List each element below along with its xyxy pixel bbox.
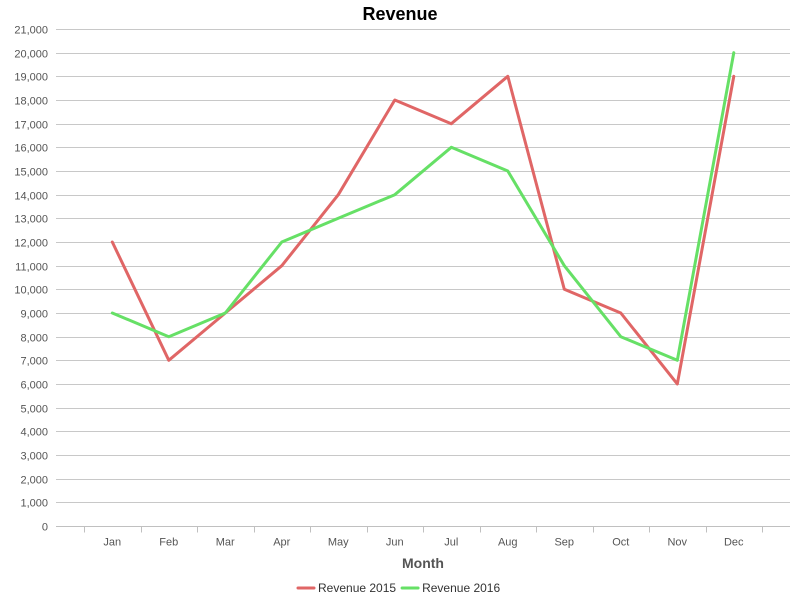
y-tick-label: 18,000 [14, 96, 48, 108]
y-tick-label: 20,000 [14, 49, 48, 61]
y-tick-label: 16,000 [14, 143, 48, 155]
legend-item-2[interactable]: Revenue 2016 [400, 581, 500, 595]
x-tick-label: Nov [667, 537, 687, 549]
legend-label: Revenue 2016 [422, 581, 500, 595]
y-tick-label: 9,000 [20, 309, 48, 321]
gridlines [56, 29, 790, 503]
y-tick-label: 4,000 [20, 427, 48, 439]
y-tick-label: 6,000 [20, 380, 48, 392]
y-tick-label: 21,000 [14, 25, 48, 37]
y-tick-label: 15,000 [14, 167, 48, 179]
legend-label: Revenue 2015 [318, 581, 396, 595]
x-tick-label: Jan [103, 537, 121, 549]
y-tick-label: 13,000 [14, 214, 48, 226]
y-tick-label: 7,000 [20, 356, 48, 368]
y-tick-label: 8,000 [20, 333, 48, 345]
y-tick-label: 3,000 [20, 451, 48, 463]
y-tick-label: 0 [42, 522, 48, 534]
x-tick-label: Aug [498, 537, 518, 549]
y-tick-label: 17,000 [14, 120, 48, 132]
series-line-1 [110, 74, 736, 386]
series-lines [110, 51, 736, 386]
x-tick-label: Apr [273, 537, 290, 549]
y-tick-label: 10,000 [14, 285, 48, 297]
x-tick-label: Dec [724, 537, 744, 549]
y-tick-label: 5,000 [20, 404, 48, 416]
legend[interactable]: Revenue 2015 Revenue 2016 [296, 581, 500, 595]
x-tick-label: Feb [159, 537, 178, 549]
x-tick-label: May [328, 537, 349, 549]
series-line-2 [110, 51, 736, 362]
y-tick-label: 19,000 [14, 72, 48, 84]
legend-item-1[interactable]: Revenue 2015 [296, 581, 396, 595]
y-tick-label: 12,000 [14, 238, 48, 250]
chart-title: Revenue [362, 4, 437, 24]
y-tick-label: 1,000 [20, 498, 48, 510]
x-axis-label: Month [402, 555, 444, 571]
y-tick-label: 14,000 [14, 191, 48, 203]
x-tick-label: Mar [216, 537, 235, 549]
x-tick-label: Jun [386, 537, 404, 549]
x-tick-label: Oct [612, 537, 629, 549]
y-tick-label: 2,000 [20, 475, 48, 487]
x-tick-label: Jul [444, 537, 458, 549]
axes: 0 1,000 2,000 3,000 4,000 5,000 6,000 7,000 8,00… [14, 25, 790, 549]
y-tick-label: 11,000 [15, 262, 48, 274]
x-tick-label: Sep [554, 537, 574, 549]
